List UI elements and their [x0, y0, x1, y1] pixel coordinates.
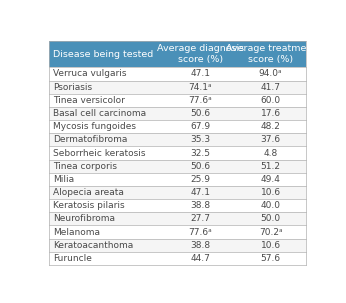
Text: 38.8: 38.8	[190, 241, 211, 250]
Text: 4.8: 4.8	[264, 148, 278, 158]
Text: 49.4: 49.4	[261, 175, 281, 184]
Text: 32.5: 32.5	[191, 148, 210, 158]
Text: Verruca vulgaris: Verruca vulgaris	[53, 69, 126, 78]
Bar	[48, 160, 306, 173]
Text: 10.6: 10.6	[261, 241, 281, 250]
Text: 94.0ᵃ: 94.0ᵃ	[259, 69, 282, 78]
Bar	[48, 146, 306, 160]
Text: Keratosis pilaris: Keratosis pilaris	[53, 201, 124, 210]
Text: 10.6: 10.6	[261, 188, 281, 197]
Text: 25.9: 25.9	[191, 175, 210, 184]
Text: 44.7: 44.7	[191, 254, 210, 263]
Text: 51.2: 51.2	[261, 162, 281, 171]
Text: Melanoma: Melanoma	[53, 228, 100, 237]
Text: 50.6: 50.6	[190, 162, 211, 171]
Bar	[48, 225, 306, 239]
Bar	[48, 173, 306, 186]
Text: Furuncle: Furuncle	[53, 254, 91, 263]
Bar	[48, 212, 306, 225]
Text: 77.6ᵃ: 77.6ᵃ	[189, 96, 212, 105]
Text: Dermatofibroma: Dermatofibroma	[53, 135, 127, 144]
Bar	[48, 252, 306, 265]
Text: Psoriasis: Psoriasis	[53, 83, 92, 92]
Text: 47.1: 47.1	[191, 188, 210, 197]
Text: 41.7: 41.7	[261, 83, 281, 92]
Text: 50.6: 50.6	[190, 109, 211, 118]
Text: Disease being tested: Disease being tested	[53, 50, 153, 59]
Bar	[48, 67, 306, 81]
Bar	[48, 94, 306, 107]
Text: 48.2: 48.2	[261, 122, 281, 131]
Text: 37.6: 37.6	[261, 135, 281, 144]
Text: 40.0: 40.0	[261, 201, 281, 210]
Text: Mycosis fungoides: Mycosis fungoides	[53, 122, 136, 131]
Text: 77.6ᵃ: 77.6ᵃ	[189, 228, 212, 237]
Text: Average diagnosis
score (%): Average diagnosis score (%)	[157, 44, 244, 64]
Text: 60.0: 60.0	[261, 96, 281, 105]
Text: Alopecia areata: Alopecia areata	[53, 188, 124, 197]
Text: Keratoacanthoma: Keratoacanthoma	[53, 241, 133, 250]
Bar	[48, 199, 306, 212]
Text: 57.6: 57.6	[261, 254, 281, 263]
Text: 47.1: 47.1	[191, 69, 210, 78]
Text: Tinea corporis: Tinea corporis	[53, 162, 117, 171]
Bar	[48, 133, 306, 146]
Bar	[48, 239, 306, 252]
Text: 67.9: 67.9	[190, 122, 211, 131]
Bar	[48, 81, 306, 94]
Bar	[48, 41, 306, 67]
Text: 50.0: 50.0	[261, 215, 281, 223]
Text: 27.7: 27.7	[191, 215, 210, 223]
Text: 74.1ᵃ: 74.1ᵃ	[189, 83, 212, 92]
Text: Tinea versicolor: Tinea versicolor	[53, 96, 125, 105]
Text: 38.8: 38.8	[190, 201, 211, 210]
Bar	[48, 107, 306, 120]
Text: Neurofibroma: Neurofibroma	[53, 215, 115, 223]
Text: 17.6: 17.6	[261, 109, 281, 118]
Text: 35.3: 35.3	[190, 135, 211, 144]
Text: Average treatment
score (%): Average treatment score (%)	[226, 44, 316, 64]
Text: Seborrheic keratosis: Seborrheic keratosis	[53, 148, 145, 158]
Text: Milia: Milia	[53, 175, 74, 184]
Bar	[48, 186, 306, 199]
Text: Basal cell carcinoma: Basal cell carcinoma	[53, 109, 146, 118]
Bar	[48, 120, 306, 133]
Text: 70.2ᵃ: 70.2ᵃ	[259, 228, 282, 237]
